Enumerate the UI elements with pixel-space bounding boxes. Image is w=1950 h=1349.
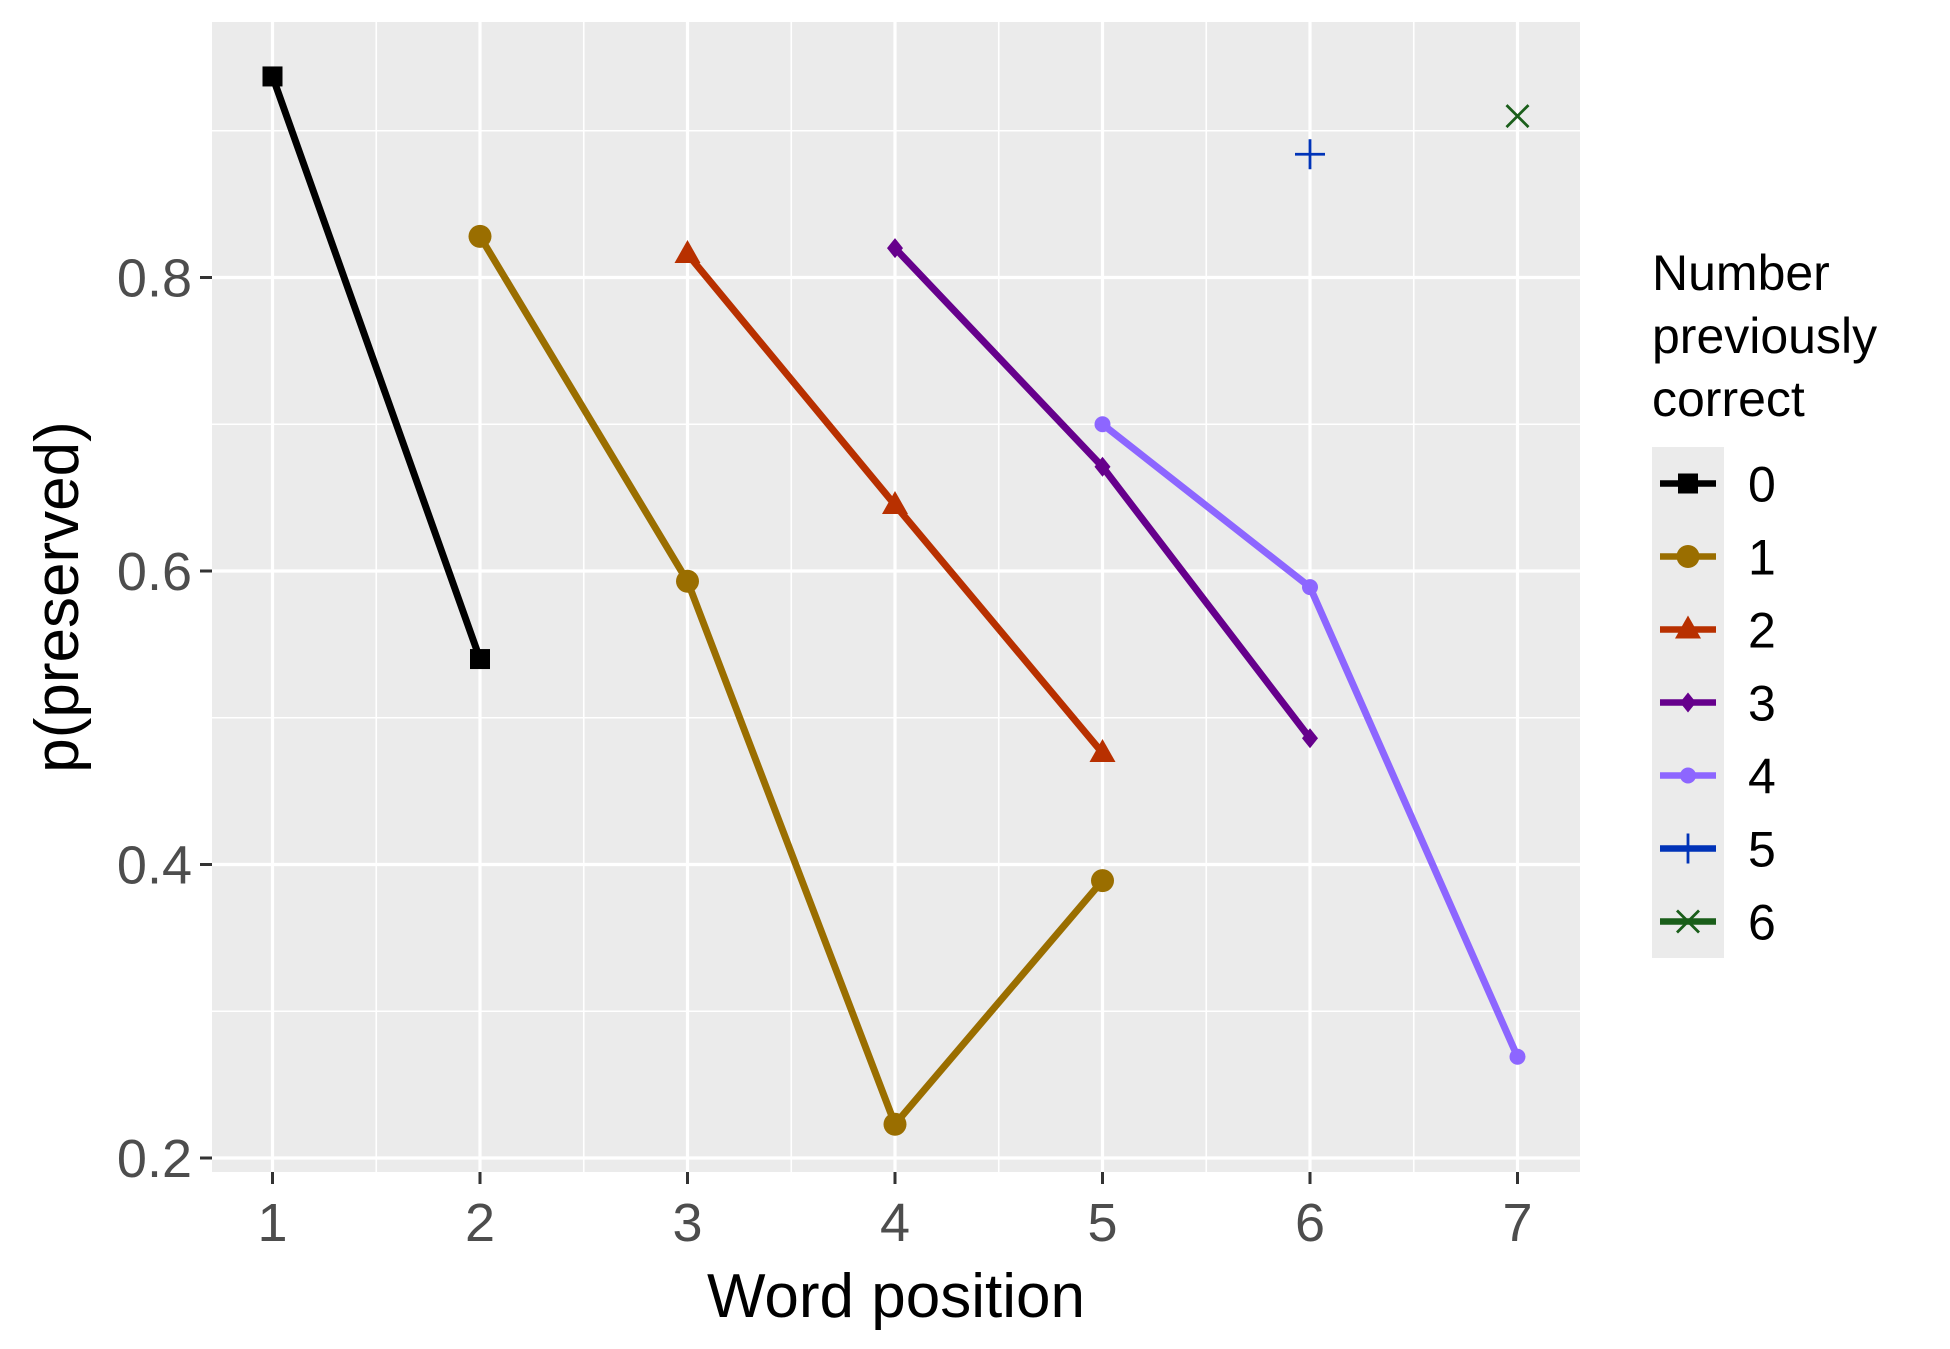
data-point-circle [1509,1048,1526,1065]
x-tick-label: 4 [880,1193,910,1253]
data-point-circle [1676,545,1700,568]
legend-item-5: 5 [1660,822,1776,878]
series-5 [1295,139,1325,170]
legend-label: 1 [1748,530,1776,586]
data-point-triangle [674,240,701,264]
legend-title-line-1: Number [1652,245,1830,301]
x-tick-label: 5 [1087,1193,1117,1253]
data-point-diamond [887,238,903,259]
data-point-circle [1302,579,1318,596]
series-4 [1094,416,1526,1065]
x-tick-label: 6 [1295,1193,1325,1253]
data-point-triangle [1675,615,1701,639]
legend: Number previously correct 0 1 2 3 4 5 6 [1652,245,1877,958]
series-layer [262,66,1530,1136]
legend-title-line-3: correct [1652,371,1805,427]
legend-label: 4 [1748,749,1776,805]
data-point-circle [883,1112,907,1136]
y-tick-label: 0.8 [117,249,192,309]
series-2 [674,240,1116,762]
series-6 [1505,104,1530,129]
data-point-plus [1295,139,1325,170]
series-line [476,232,1106,1128]
data-point-square [262,66,283,87]
legend-label: 0 [1748,457,1776,513]
x-tick-labels: 1 2 3 4 5 6 7 [257,1193,1532,1253]
legend-items: 0 1 2 3 4 5 6 [1660,457,1776,951]
data-point-circle [676,569,699,593]
data-point-circle [468,224,492,248]
y-tick-label: 0.4 [117,836,192,896]
x-tick-label: 1 [257,1193,287,1253]
data-point-cross [1505,104,1530,129]
legend-label: 3 [1748,676,1776,732]
legend-item-3: 3 [1660,676,1776,732]
series-line [269,72,484,663]
data-point-cross [1676,909,1700,934]
x-tick-label: 3 [672,1193,702,1253]
legend-label: 2 [1748,603,1776,659]
legend-item-0: 0 [1660,457,1776,513]
y-tick-labels: 0.2 0.4 0.6 0.8 [117,249,192,1190]
series-1 [468,224,1114,1136]
data-point-circle [1094,416,1111,433]
legend-title-line-2: previously [1652,308,1877,364]
data-point-plus [1673,833,1703,864]
y-tick-label: 0.2 [117,1129,192,1189]
data-point-circle [1680,767,1696,784]
legend-item-4: 4 [1660,749,1776,805]
series-3 [887,238,1318,749]
y-tick-label: 0.6 [117,542,192,602]
y-axis-title: p(preserved) [23,421,92,772]
data-point-triangle [1089,738,1116,762]
data-point-diamond [1094,456,1111,477]
data-point-square [470,649,490,670]
legend-label: 5 [1748,822,1776,878]
legend-item-6: 6 [1660,895,1776,951]
data-point-circle [1091,869,1114,893]
legend-label: 6 [1748,895,1776,951]
series-0 [262,66,490,670]
x-tick-label: 7 [1502,1193,1532,1253]
major-gridlines [212,22,1580,1172]
axis-ticks [200,276,1519,1184]
data-point-square [1678,473,1698,494]
data-point-diamond [1302,728,1318,749]
x-axis-title: Word position [707,1262,1085,1331]
x-tick-label: 2 [465,1193,495,1253]
data-point-triangle [882,490,908,514]
data-point-diamond [1680,692,1696,713]
legend-item-2: 2 [1660,603,1776,659]
legend-item-1: 1 [1660,530,1776,586]
